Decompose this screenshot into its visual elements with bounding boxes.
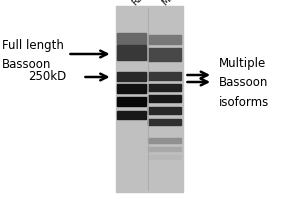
Bar: [148, 119, 181, 125]
Bar: [148, 147, 181, 151]
Text: Bassoon: Bassoon: [2, 58, 51, 71]
Bar: [148, 72, 181, 80]
Text: isoforms: isoforms: [219, 97, 269, 110]
Text: 250kD: 250kD: [28, 71, 67, 84]
Bar: [117, 84, 146, 93]
Bar: [116, 6, 183, 192]
Text: Mice: Mice: [160, 0, 182, 7]
Bar: [117, 97, 146, 106]
Bar: [148, 48, 181, 61]
Bar: [148, 155, 181, 159]
Bar: [117, 33, 146, 44]
Text: Rat.: Rat.: [130, 0, 150, 7]
Bar: [148, 138, 181, 143]
Text: Full length: Full length: [2, 40, 63, 52]
Bar: [117, 111, 146, 119]
Text: Bassoon: Bassoon: [219, 76, 268, 90]
Text: Multiple: Multiple: [219, 56, 266, 70]
Bar: [148, 35, 181, 44]
Bar: [117, 45, 146, 60]
Bar: [148, 107, 181, 114]
Bar: [148, 95, 181, 102]
Bar: [148, 84, 181, 91]
Bar: [117, 72, 146, 81]
